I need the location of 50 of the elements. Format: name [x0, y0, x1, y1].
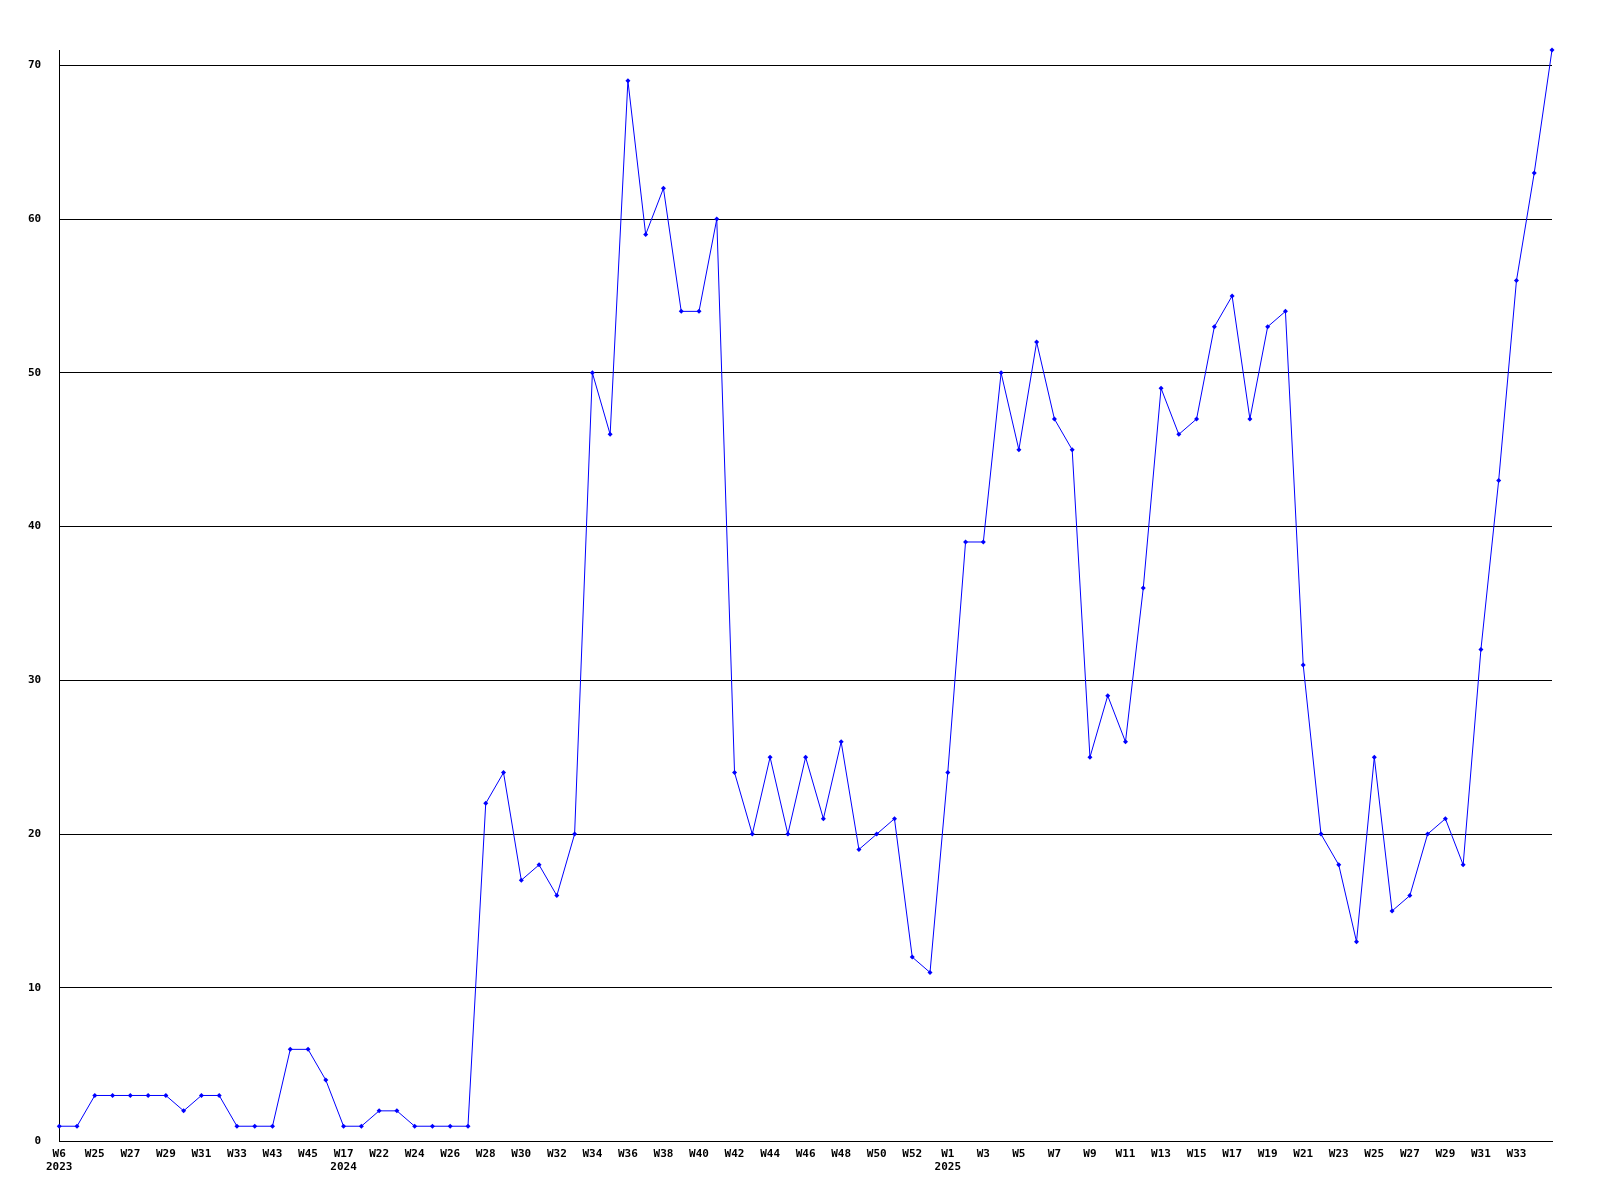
x-tick-label: W50 [866, 1147, 887, 1161]
x-tick-label: W29 [155, 1147, 176, 1161]
x-tick-label: W28 [475, 1147, 496, 1161]
x-tick-label: W25 [1364, 1147, 1385, 1161]
x-tick-label: W45 [298, 1147, 318, 1161]
x-tick-label: W19 [1257, 1147, 1278, 1161]
x-tick-label: W9 [1083, 1147, 1097, 1161]
x-tick-label: W15 [1186, 1147, 1207, 1161]
x-tick-label: W42 [724, 1147, 745, 1161]
y-tick-label: 40 [28, 519, 42, 533]
x-tick-label: W40 [689, 1147, 709, 1161]
x-tick-label: W31 [191, 1147, 212, 1161]
x-tick-label: W27 [1399, 1147, 1420, 1161]
x-tick-label: W30 [511, 1147, 532, 1161]
x-tick-label: W52 [902, 1147, 923, 1161]
x-tick-label: W1 2025 [934, 1147, 962, 1174]
x-tick-label: W34 [582, 1147, 603, 1161]
x-tick-label: W36 [617, 1147, 639, 1161]
x-tick-label: W38 [653, 1147, 674, 1161]
x-tick-label: W7 [1047, 1147, 1062, 1161]
x-tick-label: W21 [1293, 1147, 1314, 1161]
x-tick-label: W5 [1012, 1147, 1026, 1161]
x-tick-label: W44 [760, 1147, 781, 1161]
x-tick-label: W46 [795, 1147, 816, 1161]
x-tick-label: W29 [1435, 1147, 1456, 1161]
x-tick-label: W43 [262, 1147, 283, 1161]
y-tick-label: 70 [28, 58, 42, 72]
x-tick-label: W26 [440, 1147, 461, 1161]
x-tick-label: W48 [831, 1147, 852, 1161]
x-tick-label: W27 [120, 1147, 141, 1161]
x-tick-label: W31 [1470, 1147, 1492, 1161]
y-tick-label: 30 [28, 673, 42, 687]
y-tick-label: 20 [28, 826, 42, 840]
x-tick-label: W22 [369, 1147, 390, 1161]
x-tick-label: W3 [976, 1147, 990, 1161]
x-tick-label: W11 [1115, 1147, 1136, 1161]
y-tick-label: 10 [28, 980, 42, 994]
x-tick-label: W24 [404, 1147, 425, 1161]
x-tick-label: W6 2023 [46, 1147, 73, 1174]
x-tick-label: W33 [1506, 1147, 1527, 1161]
y-tick-label: 60 [28, 211, 42, 225]
y-tick-label: 0 [34, 1134, 42, 1148]
x-tick-label: W17 [1222, 1147, 1243, 1161]
x-tick-label: W33 [227, 1147, 247, 1161]
x-tick-label: W23 [1328, 1147, 1349, 1161]
y-tick-label: 50 [28, 365, 42, 379]
x-tick-label: W17 2024 [330, 1147, 358, 1174]
x-tick-label: W13 [1151, 1147, 1171, 1161]
x-tick-label: W32 [546, 1147, 567, 1161]
x-tick-label: W25 [84, 1147, 105, 1161]
